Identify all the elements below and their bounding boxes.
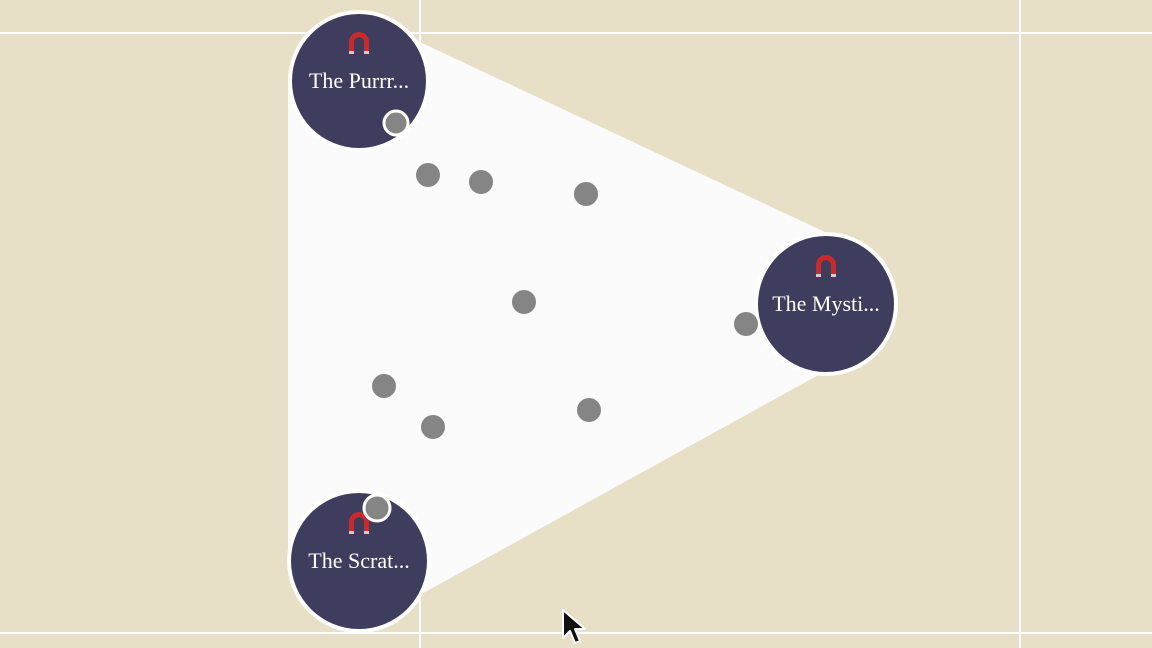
data-point[interactable] xyxy=(574,182,598,206)
magnet-icon xyxy=(816,255,836,277)
magnet-scrat[interactable]: The Scrat... xyxy=(287,489,431,633)
magnet-region xyxy=(288,14,892,628)
data-point[interactable] xyxy=(416,163,440,187)
data-point[interactable] xyxy=(382,109,410,137)
magnet-label: The Scrat... xyxy=(308,548,409,573)
data-point[interactable] xyxy=(372,374,396,398)
magnet-icon xyxy=(349,512,369,534)
magnet-purrr[interactable]: The Purrr... xyxy=(288,10,430,152)
data-point[interactable] xyxy=(469,170,493,194)
data-points xyxy=(362,109,758,523)
pointer-cursor-icon xyxy=(562,609,586,644)
magnet-mysti[interactable]: The Mysti... xyxy=(754,232,898,376)
data-point[interactable] xyxy=(577,398,601,422)
data-point[interactable] xyxy=(421,415,445,439)
magnet-label: The Mysti... xyxy=(772,291,880,316)
magnet-icon xyxy=(349,32,369,54)
data-point[interactable] xyxy=(734,312,758,336)
data-point[interactable] xyxy=(362,493,392,523)
data-point[interactable] xyxy=(512,290,536,314)
magnet-label: The Purrr... xyxy=(309,68,409,93)
